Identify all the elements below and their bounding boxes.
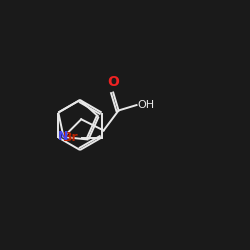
- Text: OH: OH: [138, 100, 155, 110]
- Text: N: N: [58, 130, 69, 143]
- Text: Br: Br: [63, 131, 79, 144]
- Text: O: O: [107, 76, 119, 90]
